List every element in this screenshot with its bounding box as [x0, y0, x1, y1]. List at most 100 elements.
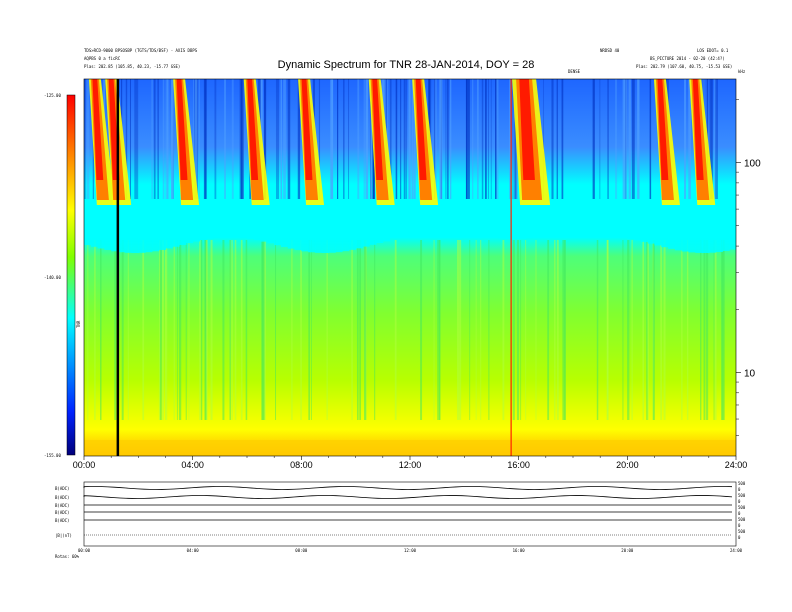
bottom-panel-row-label: |B|(nT)	[55, 533, 72, 538]
spectrum-texture-stripe	[532, 205, 540, 238]
spectrum-texture-stripe	[240, 240, 243, 420]
spectrum-texture-stripe	[389, 79, 392, 199]
spectrum-texture-stripe	[439, 79, 443, 199]
spectrum-texture-stripe	[703, 240, 706, 420]
spectrum-texture-stripe	[356, 240, 359, 420]
chart-title: Dynamic Spectrum for TNR 28-JAN-2014, DO…	[278, 59, 535, 71]
spectrum-texture-stripe	[185, 240, 187, 420]
spectrum-texture-stripe	[382, 205, 391, 242]
spectrum-texture-stripe	[111, 205, 119, 252]
header-left-line2: AQPBS 0 a ficRC	[84, 56, 121, 61]
spectrum-texture-stripe	[114, 240, 117, 420]
spectrum-texture-stripe	[159, 240, 162, 420]
spectrum-texture-stripe	[721, 240, 724, 420]
spectrum-texture-stripe	[606, 240, 609, 420]
spectrum-texture-stripe	[213, 205, 221, 238]
bottom-panel-trace	[83, 486, 733, 490]
spectrum-texture-stripe	[498, 205, 506, 239]
spectrum-texture-stripe	[647, 205, 655, 244]
spectrum-texture-stripe	[561, 79, 564, 199]
radio-burst	[173, 79, 200, 205]
radio-burst-peak	[92, 79, 104, 180]
spectrum-texture-stripe	[117, 205, 126, 253]
spectrum-texture-stripe	[711, 79, 714, 199]
colorbar-bottom-label: -155.00	[44, 453, 61, 458]
spectrum-texture-stripe	[204, 240, 207, 420]
spectrum-texture-stripe	[165, 79, 169, 199]
spectrum-texture-stripe	[512, 240, 515, 420]
spectrum-texture-stripe	[342, 205, 350, 252]
spectrum-texture-stripe	[627, 205, 635, 239]
spectrum-texture-stripe	[625, 79, 627, 199]
spectrum-texture-stripe	[556, 240, 559, 420]
spectrum-texture-stripe	[681, 240, 683, 420]
spectrum-texture-stripe	[203, 79, 207, 199]
spectrum-texture-stripe	[628, 79, 631, 199]
radio-burst	[368, 79, 395, 205]
spectrum-texture-stripe	[347, 79, 350, 199]
spectrum-texture-stripe	[649, 79, 652, 199]
spectrum-texture-stripe	[579, 205, 588, 226]
spectrum-texture-stripe	[231, 79, 234, 199]
spectrum-texture-stripe	[631, 240, 633, 420]
radio-burst	[88, 79, 115, 205]
spectrum-texture-stripe	[434, 79, 436, 199]
radio-burst-peak	[176, 79, 188, 180]
spectrum-texture-stripe	[280, 79, 283, 199]
spectrum-texture-stripe	[686, 240, 689, 420]
radio-burst-peak	[415, 79, 427, 180]
spectrum-texture-stripe	[456, 240, 460, 420]
spectrum-texture-stripe	[299, 79, 301, 199]
spectrum-texture-stripe	[104, 205, 112, 250]
spectrum-texture-stripe	[637, 79, 640, 199]
bottom-panel-row-label: B(ADC)	[55, 510, 69, 515]
spectrum-texture-stripe	[488, 240, 490, 420]
y-tick-label: 100	[744, 159, 761, 170]
spectrum-texture-stripe	[702, 205, 710, 253]
spectrum-texture-stripe	[224, 79, 226, 199]
spectrum-texture-stripe	[509, 79, 511, 199]
spectrum-texture-stripe	[253, 205, 262, 241]
spectrum-texture-stripe	[94, 240, 96, 420]
spectrum-texture-stripe	[410, 205, 418, 224]
radio-burst	[512, 79, 551, 205]
spectrum-texture-stripe	[700, 240, 702, 420]
radio-burst-peak	[247, 79, 259, 180]
spectrum-texture-stripe	[84, 79, 86, 199]
spectrum-texture-stripe	[275, 240, 277, 420]
spectrum-texture-stripe	[192, 79, 194, 199]
spectrum-texture-stripe	[464, 205, 472, 232]
spectrum-texture-stripe	[729, 205, 736, 250]
spectrum-texture-stripe	[171, 79, 174, 199]
spectrum-texture-stripe	[446, 79, 449, 199]
spectrum-texture-stripe	[663, 240, 666, 420]
spectrum-texture-stripe	[219, 205, 228, 238]
spectrum-texture-stripe	[210, 240, 213, 420]
spectrum-texture-stripe	[205, 79, 207, 199]
spectrum-texture-stripe	[179, 205, 187, 245]
header-right-line1: LOS EDOT= 0.1	[697, 48, 729, 53]
spectrum-texture-stripe	[434, 79, 437, 199]
spectrum-texture-stripe	[622, 79, 625, 199]
spectrum-texture-stripe	[142, 240, 145, 420]
x-tick-label: 00:00	[73, 460, 96, 470]
spectrum-texture-stripe	[97, 205, 105, 249]
spectrum-texture-stripe	[206, 205, 214, 239]
spectrum-texture-stripe	[722, 240, 725, 420]
spectrum-texture-stripe	[287, 79, 291, 199]
spectrum-texture-stripe	[145, 205, 153, 253]
spectrum-texture-stripe	[472, 79, 474, 199]
spectrum-texture-stripe	[301, 205, 309, 252]
spectrum-texture-stripe	[151, 205, 160, 252]
spectrum-texture-stripe	[121, 240, 124, 420]
spectrum-texture-stripe	[151, 79, 153, 199]
spectrum-texture-stripe	[539, 205, 547, 236]
spectrum-texture-stripe	[547, 240, 550, 420]
x-tick-label: 20:00	[616, 460, 639, 470]
spectrum-texture-stripe	[400, 79, 402, 199]
spectrum-texture-stripe	[194, 79, 198, 199]
radio-burst-peak	[692, 79, 704, 180]
spectrum-texture-stripe	[411, 79, 414, 199]
spectrum-texture-stripe	[172, 205, 180, 247]
spectrum-texture-stripe	[480, 240, 482, 420]
